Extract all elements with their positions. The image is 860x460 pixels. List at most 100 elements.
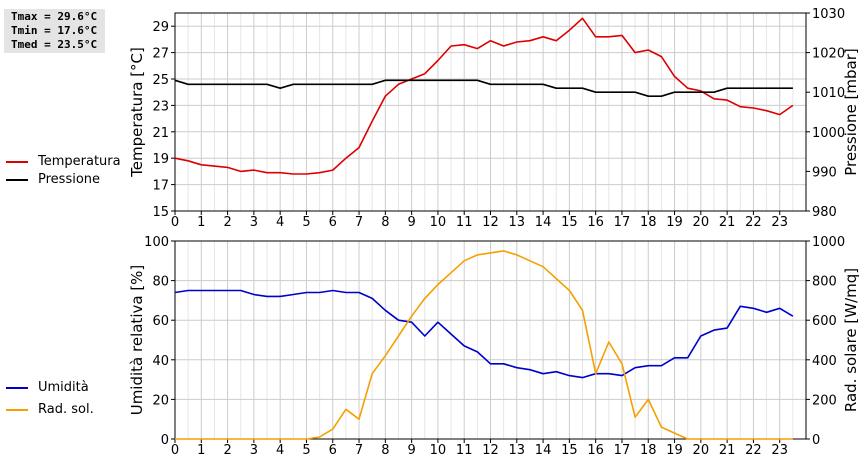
legend-label-radsol: Rad. sol.: [38, 402, 94, 417]
y-tick-label: 100: [144, 235, 169, 250]
legend-swatch-umidita: [6, 386, 28, 389]
x-tick-label: 9: [407, 215, 415, 230]
x-tick-label: 0: [171, 215, 179, 230]
y2-axis-label: Rad. solare [W/mq]: [842, 268, 860, 412]
y2-tick-label: 600: [812, 314, 837, 329]
y2-tick-label: 1000: [812, 235, 845, 250]
x-tick-label: 3: [250, 215, 258, 230]
tmed-text: Tmed = 23.5°C: [11, 38, 98, 51]
y-tick-label: 29: [152, 20, 169, 35]
y-axis-label: Umidità relativa [%]: [128, 265, 146, 416]
stats-box: Tmax = 29.6°C Tmin = 17.6°C Tmed = 23.5°…: [4, 9, 105, 53]
x-tick-label: 6: [329, 215, 337, 230]
y2-tick-label: 990: [812, 165, 837, 180]
series-line-rad-sol: [175, 250, 793, 440]
tmin-text: Tmin = 17.6°C: [11, 24, 98, 37]
series-line-umidit: [174, 289, 794, 379]
y2-tick-label: 800: [812, 275, 837, 290]
y-tick-label: 15: [152, 205, 169, 220]
x-tick-label: 12: [482, 215, 499, 230]
x-tick-label: 7: [355, 443, 363, 458]
x-tick-label: 19: [666, 215, 683, 230]
y-tick-label: 21: [152, 126, 169, 141]
plot-frame: [174, 12, 807, 212]
y-tick-label: 23: [152, 99, 169, 114]
x-tick-label: 14: [535, 443, 552, 458]
x-tick-label: 2: [223, 443, 231, 458]
legend-label-pressione: Pressione: [38, 172, 101, 187]
legend-swatch-temperatura: [6, 160, 28, 163]
x-tick-label: 17: [614, 215, 631, 230]
x-tick-label: 16: [587, 443, 604, 458]
y2-tick-label: 1030: [812, 7, 845, 22]
x-tick-label: 8: [381, 443, 389, 458]
y2-tick-label: 1000: [812, 126, 845, 141]
x-tick-label: 0: [171, 443, 179, 458]
x-tick-label: 17: [614, 443, 631, 458]
plot-frame: [174, 240, 807, 440]
series-line-pressione: [174, 79, 793, 97]
legend-umidita: Umidità: [6, 380, 89, 395]
legend-swatch-radsol: [6, 408, 28, 411]
y2-tick-label: 1010: [812, 86, 845, 101]
x-tick-label: 22: [745, 215, 762, 230]
x-tick-label: 19: [666, 443, 683, 458]
x-tick-label: 21: [719, 215, 736, 230]
x-tick-label: 21: [719, 443, 736, 458]
x-tick-label: 2: [223, 215, 231, 230]
y2-tick-label: 400: [812, 354, 837, 369]
x-tick-label: 3: [250, 443, 258, 458]
x-tick-label: 11: [456, 215, 473, 230]
x-tick-label: 20: [693, 215, 710, 230]
legend-label-temperatura: Temperatura: [38, 154, 121, 169]
x-tick-label: 18: [640, 443, 657, 458]
x-tick-label: 11: [456, 443, 473, 458]
y-axis-label: Temperatura [°C]: [128, 47, 146, 178]
legend-pressione: Pressione: [6, 172, 100, 187]
y-tick-label: 17: [152, 179, 169, 194]
x-tick-label: 13: [509, 215, 526, 230]
chart-panel-2: 0 1 2 3 4 5 6 7 8 9 10 11 12 13 14 15 16 17 18 19 20 21 22 2302…: [128, 235, 860, 458]
x-tick-label: 23: [771, 443, 788, 458]
x-tick-label: 16: [587, 215, 604, 230]
y2-tick-label: 980: [812, 205, 837, 220]
y2-axis-label: Pressione [mbar]: [842, 48, 860, 176]
series-line-temperatura: [174, 17, 794, 175]
y-tick-label: 0: [161, 433, 169, 448]
x-tick-label: 20: [693, 443, 710, 458]
y-tick-label: 27: [152, 47, 169, 62]
x-tick-label: 6: [329, 443, 337, 458]
y-tick-label: 25: [152, 73, 169, 88]
legend-label-umidita: Umidità: [38, 380, 89, 395]
legend-radsol: Rad. sol.: [6, 402, 94, 417]
legend-swatch-pressione: [6, 178, 28, 181]
tmax-text: Tmax = 29.6°C: [11, 10, 98, 23]
x-tick-label: 8: [381, 215, 389, 230]
x-tick-label: 12: [482, 443, 499, 458]
y2-tick-label: 1020: [812, 47, 845, 62]
x-tick-label: 5: [302, 443, 310, 458]
x-tick-label: 13: [509, 443, 526, 458]
y-tick-label: 40: [152, 354, 169, 369]
x-tick-label: 14: [535, 215, 552, 230]
x-tick-label: 5: [302, 215, 310, 230]
y-tick-label: 20: [152, 393, 169, 408]
y-tick-label: 19: [152, 152, 169, 167]
x-tick-label: 22: [745, 443, 762, 458]
legend-temperatura: Temperatura: [6, 154, 121, 169]
x-tick-label: 23: [771, 215, 788, 230]
x-tick-label: 4: [276, 443, 284, 458]
y-tick-label: 80: [152, 275, 169, 290]
x-tick-label: 9: [407, 443, 415, 458]
x-tick-label: 10: [430, 215, 447, 230]
y-tick-label: 60: [152, 314, 169, 329]
x-tick-label: 1: [197, 443, 205, 458]
y2-tick-label: 0: [812, 433, 820, 448]
x-tick-label: 4: [276, 215, 284, 230]
y2-tick-label: 200: [812, 393, 837, 408]
x-tick-label: 15: [561, 215, 578, 230]
x-tick-label: 18: [640, 215, 657, 230]
chart-panel-1: 0 1 2 3 4 5 6 7 8 9 10 11 12 13 14 15 16 17 18 19 20 21 22 2315…: [128, 7, 860, 230]
x-tick-label: 7: [355, 215, 363, 230]
